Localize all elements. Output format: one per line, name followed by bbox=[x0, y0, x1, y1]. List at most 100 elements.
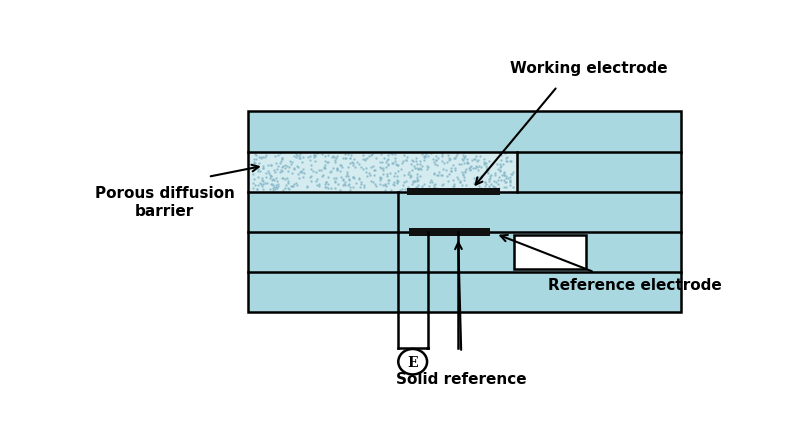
Point bbox=[365, 164, 377, 171]
Point bbox=[324, 169, 337, 176]
Point bbox=[296, 166, 309, 173]
Point bbox=[275, 158, 287, 165]
Point bbox=[264, 181, 277, 187]
Point bbox=[269, 182, 282, 189]
Point bbox=[320, 184, 333, 191]
Point bbox=[296, 174, 309, 181]
Point bbox=[504, 174, 516, 181]
Point bbox=[456, 172, 469, 179]
Point bbox=[492, 187, 504, 194]
Point bbox=[380, 160, 393, 167]
Point bbox=[282, 164, 295, 171]
Point bbox=[400, 157, 413, 164]
Point bbox=[408, 187, 421, 194]
Point bbox=[255, 181, 267, 188]
Point bbox=[401, 171, 414, 178]
Point bbox=[381, 180, 394, 187]
Point bbox=[470, 153, 483, 160]
Point bbox=[471, 157, 484, 164]
Point bbox=[488, 172, 501, 179]
Point bbox=[271, 153, 284, 160]
Point bbox=[249, 156, 262, 163]
Point bbox=[339, 155, 352, 162]
Point bbox=[390, 179, 403, 186]
Point bbox=[275, 155, 288, 162]
Point bbox=[419, 153, 432, 160]
Point bbox=[286, 183, 298, 190]
Point bbox=[251, 186, 263, 193]
Point bbox=[282, 168, 294, 175]
Point bbox=[284, 183, 297, 190]
Point bbox=[310, 169, 322, 176]
Point bbox=[475, 164, 488, 171]
Point bbox=[504, 177, 516, 184]
Point bbox=[468, 175, 480, 182]
Point bbox=[491, 161, 504, 168]
Point bbox=[413, 161, 426, 168]
Point bbox=[255, 183, 268, 190]
Point bbox=[405, 173, 417, 180]
Point bbox=[469, 187, 482, 194]
Point bbox=[387, 179, 400, 186]
Point bbox=[247, 180, 259, 187]
Point bbox=[361, 174, 373, 181]
Point bbox=[259, 170, 272, 177]
Point bbox=[318, 184, 331, 191]
Point bbox=[480, 167, 493, 174]
Point bbox=[411, 178, 424, 185]
Point bbox=[389, 158, 401, 165]
Point bbox=[400, 178, 413, 185]
Bar bbox=[248, 112, 681, 313]
Point bbox=[427, 184, 440, 191]
Point bbox=[500, 174, 512, 181]
Point bbox=[247, 156, 260, 163]
Point bbox=[490, 186, 503, 193]
Point bbox=[475, 185, 488, 192]
Ellipse shape bbox=[398, 349, 427, 375]
Point bbox=[413, 173, 426, 180]
Point bbox=[480, 181, 492, 188]
Point bbox=[462, 165, 475, 172]
Point bbox=[492, 166, 504, 173]
Point bbox=[385, 160, 398, 167]
Point bbox=[350, 180, 362, 187]
Point bbox=[478, 179, 491, 186]
Point bbox=[267, 185, 280, 192]
Point bbox=[410, 171, 423, 178]
Point bbox=[452, 177, 464, 184]
Point bbox=[343, 160, 356, 167]
Point bbox=[405, 168, 418, 174]
Point bbox=[398, 179, 411, 186]
Point bbox=[279, 165, 291, 172]
Point bbox=[381, 162, 394, 169]
Point bbox=[249, 151, 262, 158]
Point bbox=[471, 158, 484, 165]
Point bbox=[407, 179, 420, 186]
Point bbox=[426, 156, 439, 163]
Point bbox=[267, 184, 280, 191]
Point bbox=[429, 157, 442, 164]
Point bbox=[275, 155, 288, 162]
Point bbox=[424, 180, 437, 187]
Point bbox=[305, 166, 318, 173]
Point bbox=[276, 164, 289, 171]
Point bbox=[347, 162, 360, 169]
Point bbox=[382, 177, 395, 184]
Point bbox=[343, 176, 356, 183]
Point bbox=[405, 157, 418, 164]
Point bbox=[293, 174, 306, 181]
Point bbox=[252, 155, 265, 161]
Point bbox=[472, 184, 485, 191]
Point bbox=[374, 181, 387, 188]
Point bbox=[482, 187, 495, 194]
Point bbox=[487, 183, 500, 190]
Point bbox=[308, 152, 321, 159]
Point bbox=[409, 155, 422, 162]
Point bbox=[338, 181, 350, 188]
Point bbox=[255, 175, 268, 182]
Bar bbox=[515, 236, 586, 270]
Point bbox=[296, 169, 309, 176]
Point bbox=[354, 181, 367, 188]
Point bbox=[318, 165, 331, 172]
Point bbox=[415, 163, 428, 170]
